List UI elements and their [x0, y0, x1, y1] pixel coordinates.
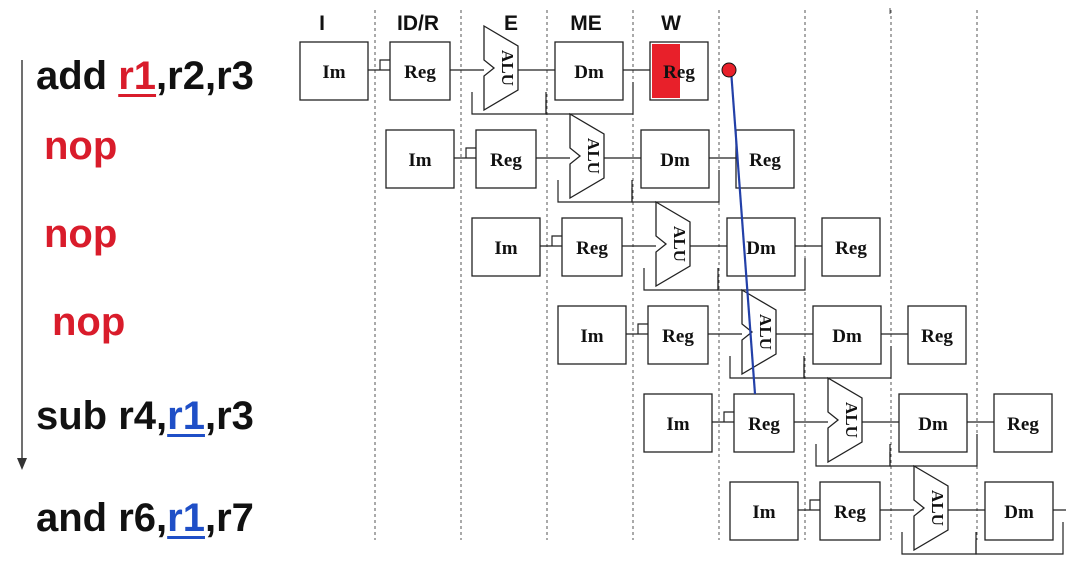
alu-label: ALU	[928, 490, 947, 526]
register-file-box	[735, 129, 795, 189]
unit-label: Reg	[404, 62, 436, 83]
unit-label: Reg	[663, 62, 695, 83]
unit-label: Reg	[834, 502, 866, 523]
unit-label: Im	[322, 62, 345, 83]
pipeline-wire	[545, 82, 634, 115]
register-file-box	[821, 217, 881, 277]
instruction-text: ,r3	[204, 394, 254, 438]
alu-unit	[827, 376, 863, 464]
pipeline-wire	[975, 522, 1064, 555]
instruction-label: sub r4,r1,r3	[36, 392, 254, 440]
alu-label: ALU	[584, 138, 603, 174]
alu-unit	[913, 464, 949, 552]
unit-label: Reg	[921, 326, 953, 347]
unit-label: Reg	[835, 238, 867, 259]
unit-label: Reg	[749, 150, 781, 171]
pipeline-wire	[551, 235, 562, 246]
instruction-label: nop	[52, 298, 125, 346]
unit-label: Dm	[832, 326, 862, 347]
unit-label: Dm	[1004, 502, 1034, 523]
unit-label: Dm	[660, 150, 690, 171]
stage-header: W	[661, 12, 681, 35]
stage-header: ME	[570, 12, 602, 35]
unit-label: Reg	[490, 150, 522, 171]
register-file-box	[733, 393, 795, 453]
instr-mem-box	[643, 393, 713, 453]
register-ref: r1	[167, 496, 205, 540]
data-mem-box	[640, 129, 710, 189]
register-file-box	[475, 129, 537, 189]
unit-label: Dm	[918, 414, 948, 435]
unit-label: Im	[580, 326, 603, 347]
unit-label: Reg	[662, 326, 694, 347]
unit-label: Dm	[746, 238, 776, 259]
register-file-box	[647, 305, 709, 365]
data-mem-box	[726, 217, 796, 277]
alu-label: ALU	[756, 314, 775, 350]
stage-header: ID/R	[397, 12, 439, 35]
stage-header: I	[319, 12, 325, 35]
register-file-box	[561, 217, 623, 277]
unit-label: Im	[408, 150, 431, 171]
writeback-highlight	[652, 44, 680, 98]
pipeline-wire	[631, 170, 720, 203]
stage-header: E	[504, 12, 518, 35]
instruction-text: ,r7	[204, 496, 254, 540]
register-file-box	[819, 481, 881, 541]
register-ref: r1	[118, 54, 157, 98]
instruction-text: ,r2,r3	[156, 54, 254, 98]
instruction-label: nop	[44, 210, 117, 258]
pipeline-wire	[717, 258, 806, 291]
register-file-box	[389, 41, 451, 101]
alu-label: ALU	[842, 402, 861, 438]
instr-mem-box	[729, 481, 799, 541]
unit-label: Reg	[1007, 414, 1039, 435]
unit-label: Dm	[574, 62, 604, 83]
forward-line	[729, 69, 757, 395]
instruction-text: add	[36, 54, 119, 98]
data-mem-box	[984, 481, 1054, 541]
unit-label: Im	[666, 414, 689, 435]
data-mem-box	[898, 393, 968, 453]
pipeline-wire	[803, 346, 892, 379]
pipeline-wire	[723, 411, 734, 422]
pipeline-wire	[889, 434, 978, 467]
alu-unit	[741, 288, 777, 376]
time-arrow-head	[17, 458, 27, 470]
pipeline-wire	[809, 499, 820, 510]
instruction-label: and r6,r1,r7	[36, 494, 254, 542]
instruction-label: nop	[44, 122, 117, 170]
data-mem-box	[554, 41, 624, 101]
instruction-label: add r1,r2,r3	[36, 52, 254, 100]
unit-label: Reg	[576, 238, 608, 259]
instr-mem-box	[385, 129, 455, 189]
alu-label: ALU	[498, 50, 517, 86]
unit-label: Im	[752, 502, 775, 523]
register-ref: r1	[167, 394, 205, 438]
instruction-text: nop	[44, 124, 118, 168]
pipeline-wire	[637, 323, 648, 334]
alu-unit	[483, 24, 519, 112]
data-mem-box	[812, 305, 882, 365]
register-file-box	[907, 305, 967, 365]
instr-mem-box	[557, 305, 627, 365]
instr-mem-box	[299, 41, 369, 101]
alu-unit	[569, 112, 605, 200]
instruction-text: sub r4,	[36, 394, 168, 438]
instr-mem-box	[471, 217, 541, 277]
instruction-text: nop	[52, 300, 126, 344]
page-edge-mask	[1066, 470, 1086, 582]
unit-label: Im	[494, 238, 517, 259]
register-file-box	[993, 393, 1053, 453]
unit-label: Reg	[748, 414, 780, 435]
pipeline-wire	[379, 59, 390, 70]
pipeline-wire	[465, 147, 476, 158]
instruction-text: nop	[44, 212, 118, 256]
forward-source-dot	[721, 62, 737, 78]
alu-label: ALU	[670, 226, 689, 262]
instruction-text: and r6,	[36, 496, 168, 540]
alu-unit	[655, 200, 691, 288]
